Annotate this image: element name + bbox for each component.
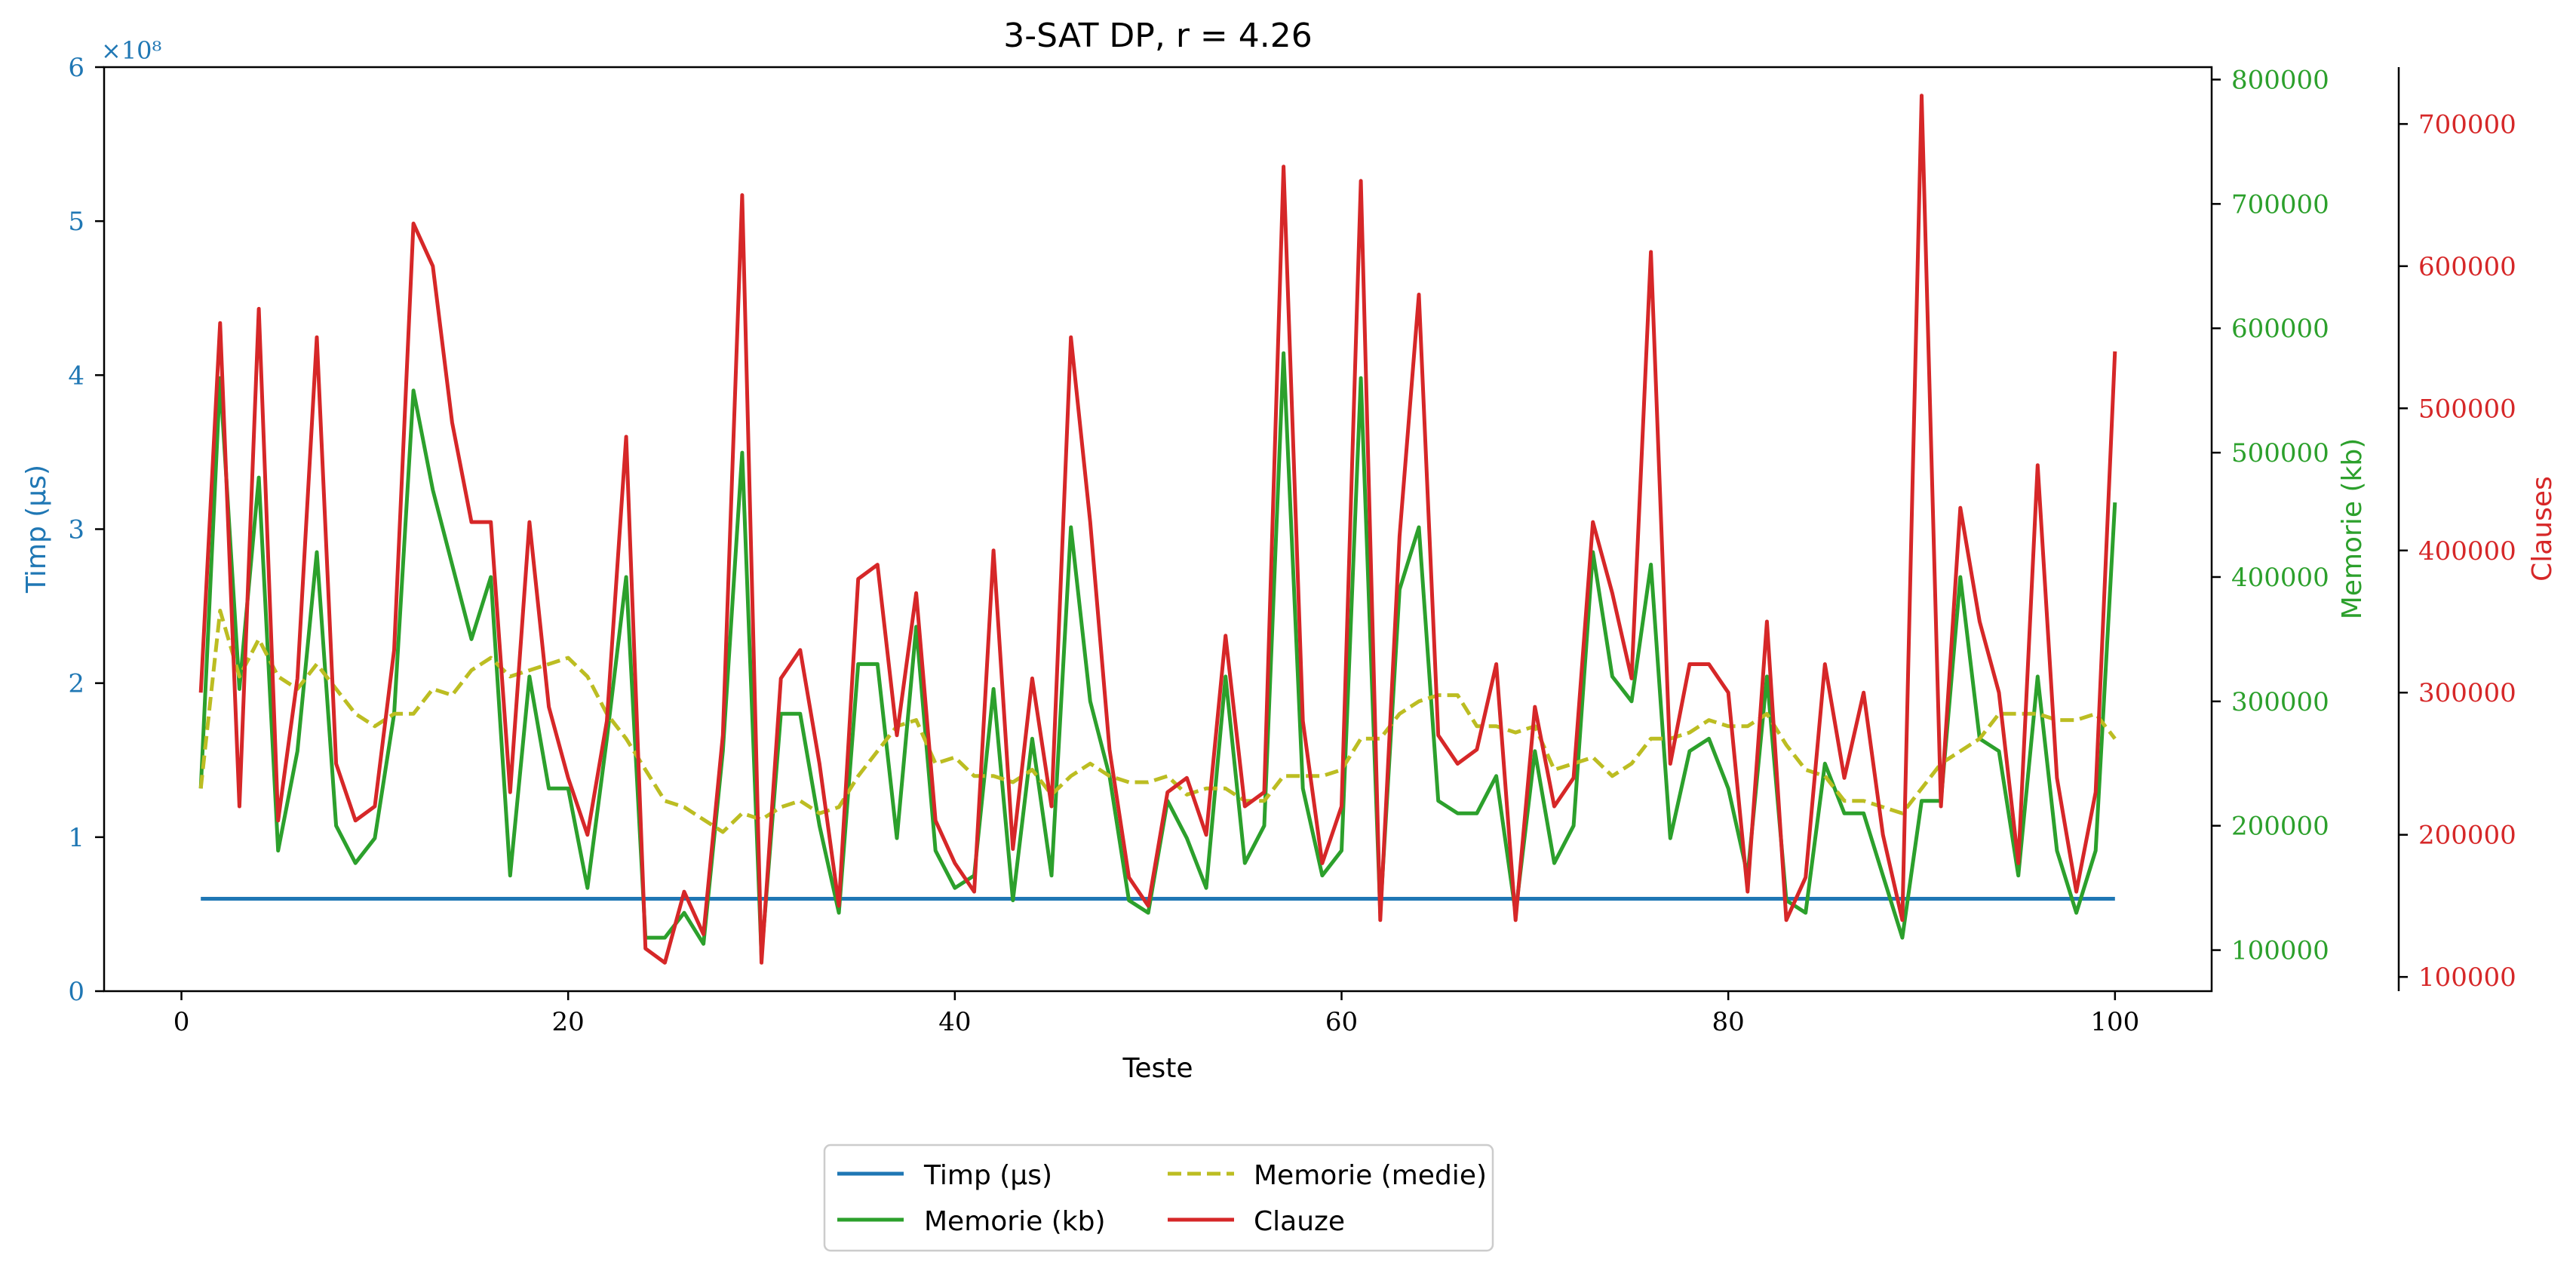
x-tick-label: 80 — [1712, 1007, 1745, 1037]
x-tick-label: 20 — [552, 1007, 585, 1037]
timp-axis-multiplier: ×10⁸ — [101, 36, 161, 65]
legend-box — [823, 1144, 1494, 1252]
clauses-tick-label: 700000 — [2418, 109, 2516, 140]
memorie-axis-label: Memorie (kb) — [2337, 438, 2368, 620]
clauses-tick-label: 200000 — [2418, 821, 2516, 851]
memorie-tick-label: 400000 — [2231, 563, 2329, 593]
x-tick-label: 40 — [938, 1007, 971, 1037]
clauses-tick-label: 300000 — [2418, 678, 2516, 708]
clauses-tick-label: 400000 — [2418, 536, 2516, 566]
clauses-tick-label: 100000 — [2418, 962, 2516, 993]
timp-axis: 0 1 2 3 4 5 6 — [68, 53, 104, 1007]
timp-tick-label: 0 — [68, 977, 84, 1007]
timp-tick-label: 6 — [68, 53, 84, 83]
memorie-tick-label: 300000 — [2231, 687, 2329, 717]
chart-title: 3-SAT DP, r = 4.26 — [1003, 17, 1312, 55]
series-layer — [198, 94, 2117, 965]
timp-tick-label: 3 — [68, 515, 84, 545]
memorie-tick-label: 600000 — [2231, 314, 2329, 344]
series-line-clauze — [198, 94, 2117, 965]
legend-label-clauze: Clauze — [1254, 1206, 1345, 1237]
timp-tick-label: 1 — [68, 823, 84, 853]
memorie-tick-label: 500000 — [2231, 438, 2329, 468]
memorie-axis: 100000 200000 300000 400000 500000 600000 7000… — [2212, 65, 2329, 966]
memorie-tick-label: 100000 — [2231, 936, 2329, 966]
x-tick-label: 100 — [2090, 1007, 2139, 1037]
x-tick-label: 60 — [1325, 1007, 1358, 1037]
legend-label-memorie: Memorie (kb) — [924, 1206, 1106, 1237]
legend: Timp (μs) Memorie (medie) Memorie (kb) C… — [823, 1144, 1494, 1252]
x-axis: 0 20 40 60 80 100 — [173, 991, 2139, 1037]
legend-label-timp: Timp (μs) — [923, 1160, 1052, 1191]
memorie-tick-label: 200000 — [2231, 812, 2329, 842]
memorie-tick-label: 800000 — [2231, 65, 2329, 95]
timp-tick-label: 2 — [68, 669, 84, 699]
clauses-axis-label: Clauses — [2527, 476, 2558, 582]
clauses-tick-label: 500000 — [2418, 394, 2516, 424]
memorie-tick-label: 700000 — [2231, 189, 2329, 220]
clauses-axis: 100000 200000 300000 400000 500000 600000 7000… — [2399, 109, 2516, 993]
legend-label-memorie-medie: Memorie (medie) — [1254, 1160, 1487, 1191]
timp-tick-label: 5 — [68, 207, 84, 237]
x-axis-label: Teste — [1122, 1053, 1193, 1084]
timp-axis-label: Timp (μs) — [21, 465, 52, 594]
clauses-tick-label: 600000 — [2418, 252, 2516, 282]
timp-tick-label: 4 — [68, 361, 84, 391]
x-tick-label: 0 — [173, 1007, 190, 1037]
